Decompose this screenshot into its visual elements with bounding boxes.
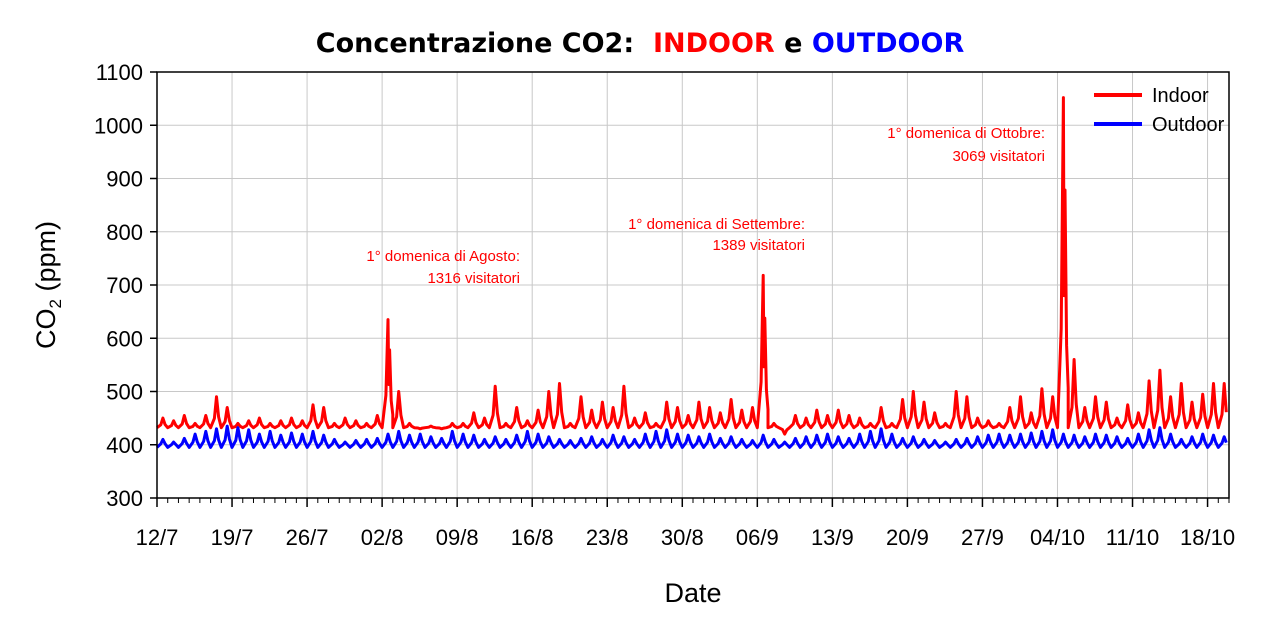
- chart-title: Concentrazione CO2: INDOOR e OUTDOOR: [316, 28, 965, 59]
- x-tick-label: 12/7: [136, 525, 179, 550]
- x-tick-label: 27/9: [961, 525, 1004, 550]
- x-tick-label: 04/10: [1030, 525, 1085, 550]
- x-tick-label: 23/8: [586, 525, 629, 550]
- annotation-september-line1: 1° domenica di Settembre:: [628, 216, 805, 233]
- annotation-september-line2: 1389 visitatori: [712, 237, 805, 254]
- y-tick-label: 1100: [96, 60, 143, 85]
- x-tick-label: 19/7: [211, 525, 254, 550]
- y-label-subscript: 2: [46, 299, 65, 308]
- annotation-october-line2: 3069 visitatori: [952, 148, 1045, 165]
- x-tick-label: 06/9: [736, 525, 779, 550]
- title-prefix: Concentrazione CO2:: [316, 28, 653, 59]
- indoor-series-line: [156, 96, 1228, 436]
- y-tick-label: 800: [106, 220, 143, 245]
- outdoor-series-line: [155, 424, 1228, 449]
- x-tick-label: 09/8: [436, 525, 479, 550]
- legend-outdoor-label: Outdoor: [1152, 114, 1225, 136]
- y-tick-label: 500: [106, 380, 143, 405]
- title-middle: e: [775, 28, 812, 59]
- x-tick-label: 02/8: [361, 525, 404, 550]
- annotation-october-line1: 1° domenica di Ottobre:: [887, 125, 1045, 142]
- legend: Indoor Outdoor: [1094, 85, 1225, 136]
- y-tick-label: 600: [106, 326, 143, 351]
- annotation-august-line1: 1° domenica di Agosto:: [366, 248, 520, 265]
- annotations: 1° domenica di Agosto: 1316 visitatori 1…: [366, 125, 1045, 287]
- y-tick-label: 1000: [94, 113, 143, 138]
- title-indoor: INDOOR: [653, 28, 775, 59]
- y-tick-label: 300: [106, 486, 143, 511]
- x-axis-label: Date: [664, 578, 721, 608]
- y-label-co: CO: [31, 308, 61, 349]
- x-tick-label: 16/8: [511, 525, 554, 550]
- annotation-august-line2: 1316 visitatori: [427, 270, 520, 287]
- x-tick-label: 18/10: [1180, 525, 1235, 550]
- title-outdoor: OUTDOOR: [812, 28, 965, 59]
- y-tick-label: 700: [106, 273, 143, 298]
- x-tick-label: 11/10: [1106, 525, 1159, 550]
- y-tick-label: 900: [106, 167, 143, 192]
- y-label-unit: (ppm): [31, 221, 61, 299]
- x-tick-label: 30/8: [661, 525, 704, 550]
- x-tick-label: 20/9: [886, 525, 929, 550]
- plot-frame: [156, 71, 1230, 499]
- x-tick-label: 13/9: [811, 525, 854, 550]
- y-tick-label: 400: [106, 433, 143, 458]
- y-axis-label: CO2 (ppm): [31, 221, 65, 349]
- legend-indoor-label: Indoor: [1152, 85, 1209, 107]
- x-tick-label: 26/7: [286, 525, 329, 550]
